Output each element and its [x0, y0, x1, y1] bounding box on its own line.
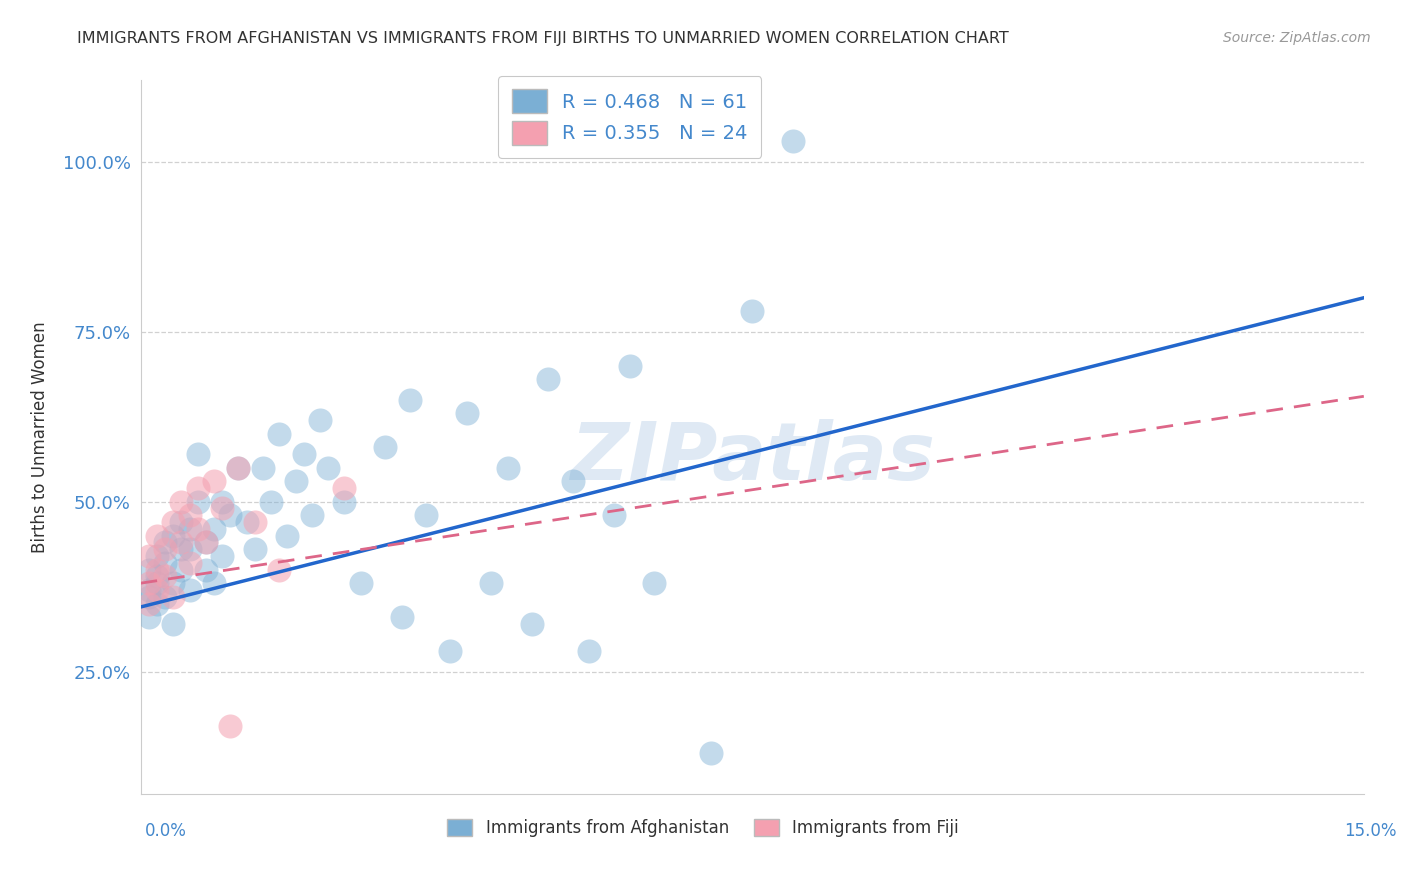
- Point: [162, 576, 184, 591]
- Point: [162, 515, 184, 529]
- Point: [243, 515, 266, 529]
- Point: [138, 576, 160, 591]
- Point: [235, 515, 257, 529]
- Point: [202, 475, 225, 489]
- Point: [162, 617, 184, 632]
- Point: [252, 460, 274, 475]
- Point: [187, 522, 209, 536]
- Point: [202, 522, 225, 536]
- Point: [269, 426, 291, 441]
- Point: [162, 590, 184, 604]
- Point: [162, 528, 184, 542]
- Point: [153, 556, 176, 570]
- Point: [146, 569, 169, 583]
- Y-axis label: Births to Unmarried Women: Births to Unmarried Women: [31, 321, 49, 553]
- Point: [202, 576, 225, 591]
- Point: [179, 556, 201, 570]
- Point: [138, 590, 160, 604]
- Text: 15.0%: 15.0%: [1344, 822, 1398, 840]
- Point: [284, 475, 307, 489]
- Point: [179, 522, 201, 536]
- Point: [146, 563, 169, 577]
- Point: [138, 563, 160, 577]
- Point: [496, 460, 519, 475]
- Point: [146, 549, 169, 563]
- Point: [391, 610, 413, 624]
- Point: [170, 542, 193, 557]
- Point: [479, 576, 502, 591]
- Point: [194, 535, 217, 549]
- Point: [316, 460, 339, 475]
- Point: [187, 447, 209, 461]
- Point: [602, 508, 624, 523]
- Point: [219, 508, 242, 523]
- Point: [146, 597, 169, 611]
- Point: [398, 392, 420, 407]
- Point: [138, 610, 160, 624]
- Point: [537, 372, 560, 386]
- Point: [138, 597, 160, 611]
- Point: [170, 535, 193, 549]
- Point: [179, 542, 201, 557]
- Text: ZIPatlas: ZIPatlas: [569, 419, 935, 498]
- Point: [619, 359, 641, 373]
- Point: [276, 528, 298, 542]
- Point: [146, 528, 169, 542]
- Point: [179, 508, 201, 523]
- Point: [228, 460, 250, 475]
- Point: [700, 746, 723, 760]
- Point: [301, 508, 323, 523]
- Point: [520, 617, 543, 632]
- Point: [333, 481, 356, 495]
- Point: [138, 582, 160, 597]
- Point: [194, 535, 217, 549]
- Point: [170, 494, 193, 508]
- Point: [211, 501, 233, 516]
- Point: [153, 569, 176, 583]
- Point: [194, 563, 217, 577]
- Point: [153, 535, 176, 549]
- Point: [415, 508, 437, 523]
- Point: [292, 447, 315, 461]
- Point: [350, 576, 373, 591]
- Point: [153, 590, 176, 604]
- Point: [146, 576, 169, 591]
- Point: [228, 460, 250, 475]
- Point: [170, 515, 193, 529]
- Legend: Immigrants from Afghanistan, Immigrants from Fiji: Immigrants from Afghanistan, Immigrants …: [440, 812, 966, 844]
- Point: [211, 549, 233, 563]
- Point: [153, 542, 176, 557]
- Point: [309, 413, 332, 427]
- Point: [269, 563, 291, 577]
- Point: [138, 549, 160, 563]
- Point: [578, 644, 600, 658]
- Text: Source: ZipAtlas.com: Source: ZipAtlas.com: [1223, 31, 1371, 45]
- Point: [219, 719, 242, 733]
- Legend: R = 0.468   N = 61, R = 0.355   N = 24: R = 0.468 N = 61, R = 0.355 N = 24: [498, 76, 762, 158]
- Point: [187, 494, 209, 508]
- Point: [643, 576, 665, 591]
- Point: [211, 494, 233, 508]
- Point: [179, 582, 201, 597]
- Point: [439, 644, 461, 658]
- Point: [741, 304, 763, 318]
- Point: [260, 494, 283, 508]
- Point: [456, 406, 478, 420]
- Point: [146, 582, 169, 597]
- Point: [243, 542, 266, 557]
- Text: 0.0%: 0.0%: [145, 822, 187, 840]
- Point: [333, 494, 356, 508]
- Point: [187, 481, 209, 495]
- Point: [170, 563, 193, 577]
- Point: [561, 475, 583, 489]
- Point: [374, 440, 396, 454]
- Point: [782, 135, 804, 149]
- Text: IMMIGRANTS FROM AFGHANISTAN VS IMMIGRANTS FROM FIJI BIRTHS TO UNMARRIED WOMEN CO: IMMIGRANTS FROM AFGHANISTAN VS IMMIGRANT…: [77, 31, 1010, 46]
